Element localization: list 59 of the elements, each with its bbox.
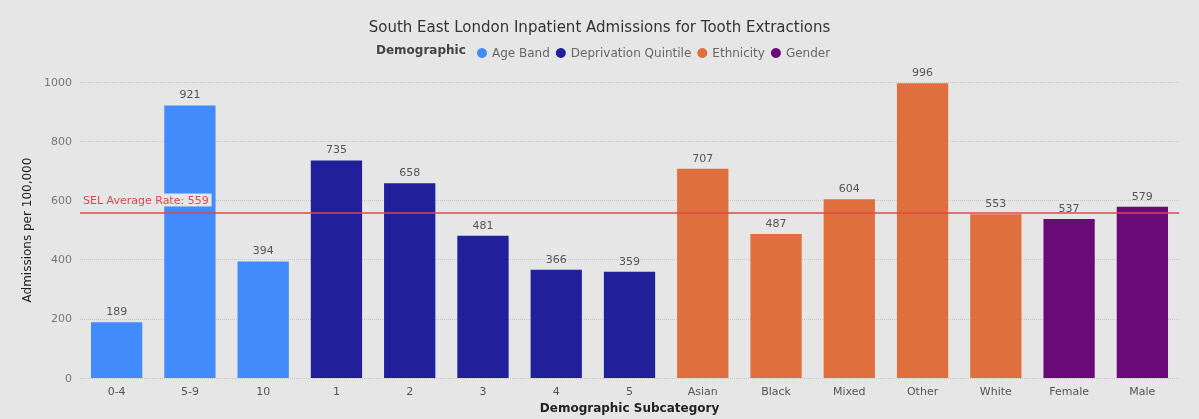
bar — [237, 261, 289, 379]
data-label: 537 — [1058, 202, 1080, 216]
x-tick-label: 2 — [406, 385, 414, 399]
data-label: 481 — [472, 218, 494, 232]
data-label: 553 — [985, 197, 1007, 211]
legend-label: Ethnicity — [712, 46, 765, 60]
bar — [1043, 219, 1095, 379]
x-tick-label: Male — [1129, 385, 1156, 399]
y-tick-label: 0 — [65, 371, 72, 385]
legend-label: Gender — [785, 46, 831, 60]
bar — [823, 199, 875, 379]
x-tick-label: 10 — [256, 385, 271, 399]
data-label: 366 — [545, 252, 567, 266]
x-tick-label: White — [979, 385, 1013, 399]
y-tick-label: 1000 — [44, 75, 72, 89]
x-tick-label: 1 — [332, 385, 340, 399]
y-axis-title: Admissions per 100,000 — [20, 157, 35, 303]
y-tick-label: 400 — [51, 253, 72, 267]
ref-line-label: SEL Average Rate: 559 — [83, 193, 209, 207]
data-label: 604 — [838, 182, 860, 196]
y-tick-label: 800 — [51, 134, 72, 148]
data-label: 658 — [399, 166, 421, 180]
data-label: 579 — [1131, 189, 1153, 203]
x-tick-label: Asian — [687, 385, 718, 399]
data-label: 996 — [912, 66, 934, 80]
bar — [310, 160, 363, 379]
x-tick-label: Mixed — [833, 385, 866, 399]
data-label: 394 — [252, 244, 274, 258]
x-tick-label: 4 — [552, 385, 560, 399]
bar — [603, 271, 656, 379]
bar — [530, 269, 582, 379]
bar — [457, 235, 509, 379]
x-tick-label: 5 — [626, 385, 633, 399]
bar — [970, 214, 1022, 379]
data-label: 921 — [179, 88, 201, 102]
chart-title: South East London Inpatient Admissions for Tooth Extractions — [368, 17, 831, 36]
data-label: 707 — [692, 151, 714, 165]
data-label: 189 — [106, 305, 128, 319]
data-label: 359 — [619, 254, 640, 268]
data-label: 487 — [765, 216, 787, 230]
bar — [896, 83, 949, 379]
bar — [1116, 206, 1169, 379]
legend-title: Demographic — [376, 43, 466, 57]
bar — [90, 322, 143, 379]
x-tick-label: 0-4 — [107, 385, 126, 399]
bar — [677, 168, 729, 379]
x-tick-label: 5-9 — [180, 385, 199, 399]
x-tick-label: Black — [761, 385, 792, 399]
x-tick-label: Female — [1049, 385, 1090, 399]
x-tick-label: 3 — [479, 385, 487, 399]
data-label: 735 — [325, 143, 347, 157]
y-tick-label: 600 — [51, 193, 72, 207]
y-tick-label: 200 — [51, 312, 72, 326]
legend-label: Deprivation Quintile — [570, 46, 692, 60]
x-axis-title: Demographic Subcategory — [539, 401, 720, 415]
x-tick-label: Other — [906, 385, 939, 399]
bar — [750, 233, 802, 379]
bar — [384, 183, 436, 379]
legend-label: Age Band — [492, 46, 550, 60]
